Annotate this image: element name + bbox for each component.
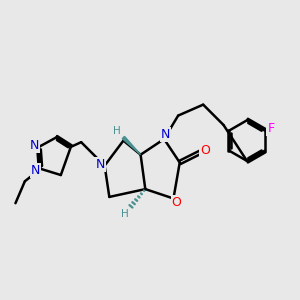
Text: H: H <box>121 209 129 219</box>
Text: N: N <box>161 128 170 141</box>
Text: N: N <box>95 158 105 171</box>
Text: O: O <box>172 196 182 209</box>
Text: H: H <box>113 126 121 136</box>
Text: F: F <box>267 122 274 135</box>
Text: O: O <box>200 143 210 157</box>
Text: N: N <box>31 164 40 177</box>
Polygon shape <box>122 136 141 155</box>
Text: N: N <box>30 139 39 152</box>
